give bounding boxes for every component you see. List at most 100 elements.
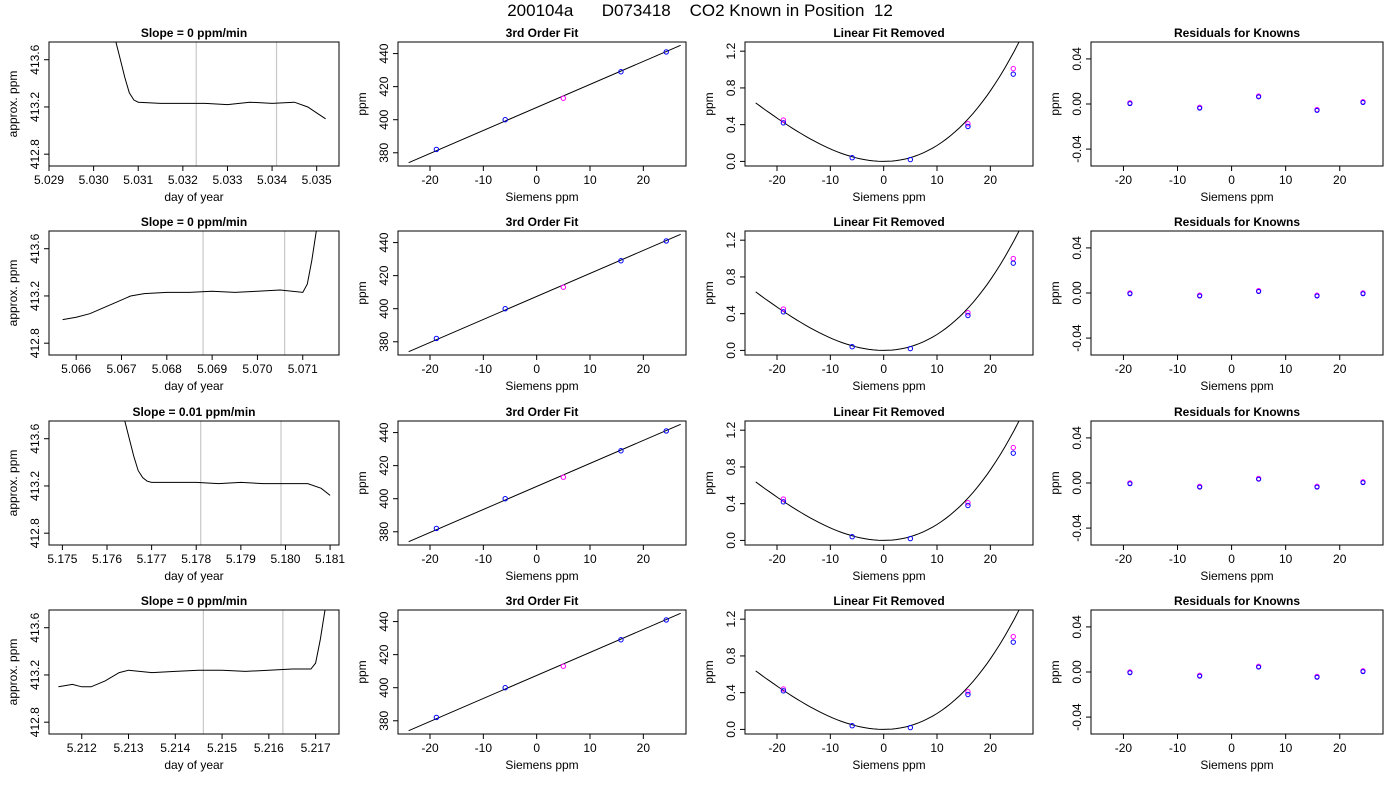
x-tick-label: -10	[822, 362, 840, 376]
y-tick-label: 0.00	[1070, 660, 1084, 684]
data-point	[1197, 293, 1203, 299]
panel-title: Residuals for Knowns	[1174, 26, 1300, 40]
y-tick-label: 0.8	[724, 79, 738, 96]
x-tick-label: -10	[1169, 741, 1187, 755]
x-tick-label: 0	[880, 741, 887, 755]
x-tick-label: 20	[637, 173, 651, 187]
x-tick-label: 5.030	[79, 173, 109, 187]
x-tick-label: 5.176	[92, 552, 122, 566]
y-tick-label: -0.04	[1070, 324, 1084, 352]
y-tick-label: 400	[377, 488, 391, 508]
y-tick-label: 0.00	[1070, 92, 1084, 116]
x-tick-label: -20	[421, 552, 439, 566]
data-point	[663, 238, 669, 244]
x-tick-label: 5.178	[181, 552, 211, 566]
data-point	[1360, 669, 1366, 675]
fit-curve	[755, 421, 1020, 541]
data-point	[1010, 255, 1016, 262]
data-point	[1314, 674, 1320, 680]
y-tick-label: 420	[377, 644, 391, 664]
x-axis-label: day of year	[164, 569, 223, 583]
x-tick-label: 5.217	[301, 741, 331, 755]
x-axis-label: day of year	[164, 758, 223, 772]
y-axis-label: ppm	[1048, 660, 1062, 683]
y-tick-label: 0.04	[1070, 236, 1084, 260]
data-point	[1314, 293, 1320, 299]
plot-frame	[744, 420, 1034, 546]
data-point	[907, 535, 914, 542]
x-axis-label: Siemens ppm	[1200, 758, 1273, 772]
panel-3-1: Slope = 0.01 ppm/min day of year approx. p…	[6, 405, 345, 583]
y-tick-label: 380	[377, 521, 391, 541]
y-tick-label: 413.6	[28, 44, 42, 74]
trace-line	[124, 421, 331, 496]
x-tick-label: 5.033	[212, 173, 242, 187]
x-tick-label: 20	[637, 362, 651, 376]
x-tick-label: 20	[984, 362, 998, 376]
y-tick-label: 0.0	[724, 721, 738, 738]
x-tick-label: 5.177	[137, 552, 167, 566]
x-tick-label: 5.035	[302, 173, 332, 187]
y-tick-label: 420	[377, 265, 391, 285]
x-axis-label: Siemens ppm	[852, 569, 925, 583]
x-axis-label: Siemens ppm	[852, 379, 925, 393]
trace-line	[115, 42, 326, 120]
plot-frame	[1090, 41, 1384, 167]
x-tick-label: 20	[637, 552, 651, 566]
data-point	[780, 499, 787, 505]
panel-4-2: 3rd Order Fit Siemens ppm ppm -20 -10 0 10 20 38…	[355, 594, 687, 772]
panel-title: 3rd Order Fit	[506, 215, 579, 229]
x-tick-label: 20	[984, 173, 998, 187]
x-tick-label: 20	[1333, 741, 1347, 755]
data-point	[1360, 100, 1366, 106]
y-axis-label: ppm	[1048, 281, 1062, 304]
x-tick-label: -20	[768, 173, 786, 187]
panel-4-1: Slope = 0 ppm/min day of year approx. ppm 5…	[6, 594, 340, 772]
data-point	[502, 685, 508, 691]
data-point	[618, 258, 624, 264]
x-tick-label: 20	[1333, 362, 1347, 376]
panel-1-1: Slope = 0 ppm/min day of year approx. ppm 5…	[6, 26, 340, 204]
x-axis-label: Siemens ppm	[852, 758, 925, 772]
x-axis-label: Siemens ppm	[505, 758, 578, 772]
y-tick-label: 413.2	[28, 281, 42, 311]
data-point	[849, 155, 855, 161]
data-point	[1127, 481, 1133, 487]
panel-title: Slope = 0.01 ppm/min	[132, 405, 255, 419]
data-point	[907, 345, 914, 352]
fit-line	[408, 423, 681, 543]
data-point	[1127, 101, 1133, 107]
x-tick-label: 0	[533, 173, 540, 187]
data-point	[965, 121, 971, 127]
panel-2-4: Residuals for Knowns Siemens ppm ppm -20 -10…	[1048, 215, 1384, 393]
fit-curve	[755, 610, 1020, 730]
panel-3-2: 3rd Order Fit Siemens ppm ppm -20 -10 0 10 20 38…	[355, 405, 687, 583]
x-tick-label: 10	[583, 362, 597, 376]
data-point	[1010, 444, 1016, 451]
panel-title: Linear Fit Removed	[833, 594, 944, 608]
x-axis-label: Siemens ppm	[852, 190, 925, 204]
data-point	[560, 663, 567, 669]
x-tick-label: 20	[984, 552, 998, 566]
y-axis-label: approx. ppm	[6, 450, 20, 517]
y-tick-label: 0.4	[724, 495, 738, 512]
y-axis-label: ppm	[355, 660, 369, 683]
figure-title: 200104a D073418 CO2 Known in Position 12	[507, 1, 893, 20]
x-tick-label: 5.029	[34, 173, 64, 187]
trace-line	[58, 610, 326, 688]
y-tick-label: 0.4	[724, 684, 738, 701]
data-point	[965, 502, 971, 509]
panel-title: Residuals for Knowns	[1174, 405, 1300, 419]
data-point	[1197, 484, 1203, 490]
data-point	[965, 500, 971, 506]
panel-title: 3rd Order Fit	[506, 405, 579, 419]
y-axis-label: ppm	[355, 471, 369, 494]
y-tick-label: 412.8	[28, 139, 42, 169]
data-point	[663, 617, 669, 623]
y-tick-label: 0.8	[724, 268, 738, 285]
panel-title: 3rd Order Fit	[506, 26, 579, 40]
x-axis-label: Siemens ppm	[505, 190, 578, 204]
data-point	[1360, 291, 1366, 297]
y-axis-label: ppm	[1048, 92, 1062, 115]
